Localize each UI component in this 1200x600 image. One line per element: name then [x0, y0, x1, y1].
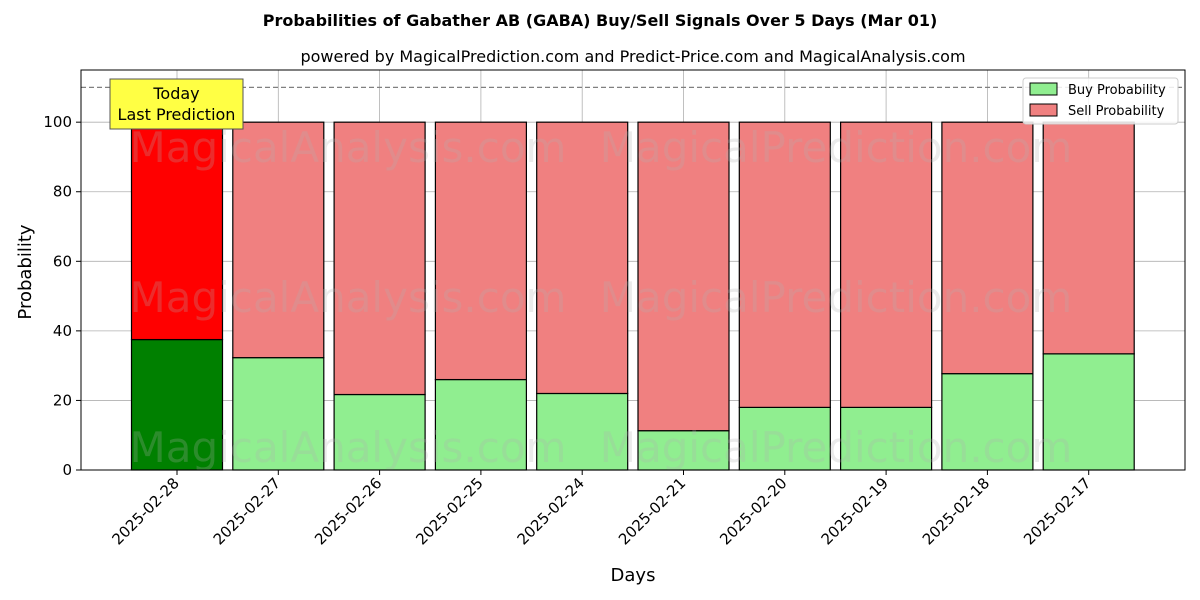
x-tick-label: 2025-02-20: [716, 474, 790, 548]
chart-title: Probabilities of Gabather AB (GABA) Buy/…: [263, 11, 938, 30]
y-tick-label: 80: [53, 183, 72, 201]
x-tick-label: 2025-02-21: [615, 474, 689, 548]
bars-group: [130, 121, 1135, 471]
legend-box: [1022, 77, 1179, 125]
buy-bar: [1042, 353, 1135, 471]
buy-bar: [839, 406, 933, 471]
sell-bar: [536, 121, 629, 395]
watermarks-group: MagicalAnalysis.com MagicalPrediction.com…: [130, 123, 1073, 472]
buy-bar: [941, 373, 1034, 471]
x-tick-label: 2025-02-25: [412, 474, 486, 548]
x-tick-label: 2025-02-27: [210, 474, 284, 548]
watermark-text: MagicalPrediction.com: [600, 273, 1073, 322]
chart-subtitle: powered by MagicalPrediction.com and Pre…: [300, 47, 965, 66]
watermark-text: MagicalAnalysis.com: [130, 273, 567, 322]
legend: Buy Probability Sell Probability: [1022, 77, 1179, 125]
sell-bar: [232, 121, 325, 359]
buy-bar: [130, 338, 224, 471]
y-axis-ticks: 0 20 40 60 80 100: [43, 113, 81, 479]
legend-label-sell: Sell Probability: [1068, 104, 1165, 119]
x-tick-label: 2025-02-18: [919, 474, 993, 548]
annotation-box: [109, 78, 244, 130]
buy-bar: [536, 392, 629, 471]
sell-bar: [941, 121, 1034, 375]
x-tick-label: 2025-02-28: [108, 474, 182, 548]
sell-bar: [738, 121, 831, 408]
x-tick-label: 2025-02-24: [514, 474, 588, 548]
buy-bar: [738, 406, 831, 471]
plot-frame: [80, 69, 1186, 471]
legend-swatch-sell: [1029, 103, 1058, 117]
y-tick-label: 40: [53, 322, 72, 340]
sell-bar: [333, 121, 426, 396]
sell-bar: [1042, 121, 1135, 355]
x-tick-label: 2025-02-17: [1020, 474, 1094, 548]
watermark-text: MagicalAnalysis.com: [130, 423, 567, 472]
annotation-line: Today: [152, 84, 199, 103]
x-tick-label: 2025-02-26: [311, 474, 385, 548]
watermark-text: MagicalPrediction.com: [600, 423, 1073, 472]
watermark-text: MagicalPrediction.com: [600, 123, 1073, 172]
y-axis-label: Probability: [15, 224, 36, 319]
sell-bar: [637, 121, 730, 432]
today-annotation: Today Last Prediction: [109, 78, 244, 130]
buy-bar: [333, 393, 426, 471]
x-axis-ticks: 2025-02-28 2025-02-27 2025-02-26 2025-02-25…: [108, 470, 1095, 548]
x-axis-label: Days: [611, 565, 656, 586]
legend-swatch-buy: [1029, 82, 1058, 96]
y-tick-label: 60: [53, 252, 72, 270]
y-tick-label: 20: [53, 391, 72, 409]
sell-bar: [839, 121, 933, 408]
y-tick-label: 100: [43, 113, 72, 131]
sell-bar: [130, 121, 224, 341]
sell-bar: [434, 121, 527, 381]
y-tick-label: 0: [62, 461, 72, 479]
watermark-text: MagicalAnalysis.com: [130, 123, 567, 172]
x-tick-label: 2025-02-19: [818, 474, 892, 548]
annotation-line: Last Prediction: [118, 105, 236, 124]
legend-label-buy: Buy Probability: [1068, 83, 1166, 98]
